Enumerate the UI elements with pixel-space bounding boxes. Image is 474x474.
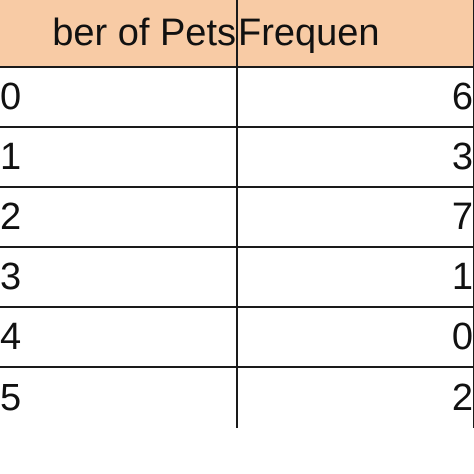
table-row: 0 6 bbox=[0, 67, 474, 128]
table-row: 1 3 bbox=[0, 127, 474, 188]
table-row: 5 2 bbox=[0, 367, 474, 428]
cell-frequency[interactable]: 3 bbox=[237, 127, 474, 188]
cell-frequency[interactable]: 2 bbox=[237, 367, 474, 428]
cell-pets[interactable]: 0 bbox=[0, 67, 238, 128]
cell-frequency[interactable]: 7 bbox=[237, 187, 474, 248]
table-row: 3 1 bbox=[0, 247, 474, 308]
header-number-of-pets[interactable]: ber of Pets bbox=[0, 0, 238, 68]
cell-pets[interactable]: 4 bbox=[0, 307, 238, 368]
cell-pets[interactable]: 2 bbox=[0, 187, 238, 248]
header-frequency[interactable]: Frequen bbox=[237, 0, 474, 68]
header-row: ber of Pets Frequen bbox=[0, 0, 474, 68]
cell-frequency[interactable]: 1 bbox=[237, 247, 474, 308]
cell-frequency[interactable]: 0 bbox=[237, 307, 474, 368]
cell-pets[interactable]: 1 bbox=[0, 127, 238, 188]
table-row: 2 7 bbox=[0, 187, 474, 248]
pets-frequency-table: ber of Pets Frequen 0 6 1 3 2 7 3 1 4 bbox=[0, 0, 474, 428]
cell-pets[interactable]: 3 bbox=[0, 247, 238, 308]
cell-pets[interactable]: 5 bbox=[0, 367, 238, 428]
table-row: 4 0 bbox=[0, 307, 474, 368]
cell-frequency[interactable]: 6 bbox=[237, 67, 474, 128]
